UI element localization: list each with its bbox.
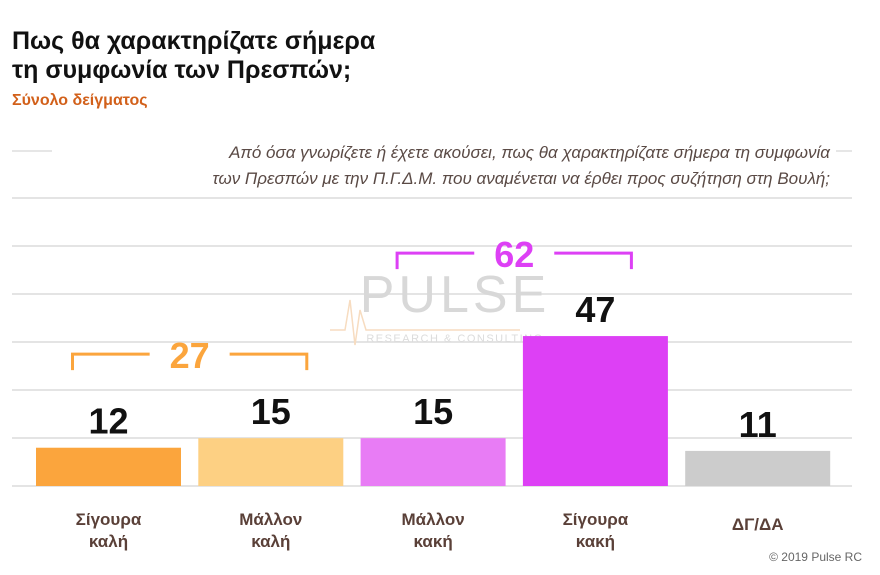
bar-3 [522, 336, 668, 486]
group-bracket-1 [395, 251, 633, 270]
category-label-4: ΔΓ/ΔΑ [732, 515, 784, 534]
divider [836, 150, 852, 152]
watermark-tagline: RESEARCH & CONSULTING [366, 333, 543, 345]
data-label-3: 47 [575, 289, 615, 330]
survey-question: Από όσα γνωρίζετε ή έχετε ακούσει, πως θ… [40, 140, 830, 192]
title-line-1: Πως θα χαρακτηρίζατε σήμερα [12, 27, 376, 55]
watermark-pulse-icon [330, 299, 520, 346]
category-label-1: καλή [251, 532, 290, 551]
category-label-2: Μάλλον [402, 510, 465, 529]
bar-4 [685, 450, 831, 486]
bar-2 [360, 438, 506, 486]
copyright: © 2019 Pulse RC [769, 550, 862, 564]
group-bracket-0 [71, 352, 309, 371]
group-total-1: 62 [494, 234, 534, 275]
category-label-3: Σίγουρα [563, 510, 629, 529]
bar-1 [198, 438, 344, 486]
category-label-1: Μάλλον [239, 510, 302, 529]
category-label-2: κακή [413, 532, 452, 551]
bar-0 [36, 447, 181, 486]
chart-title: Πως θα χαρακτηρίζατε σήμερα τη συμφωνία … [12, 27, 375, 85]
watermark-brand: PULSE [360, 266, 551, 324]
group-total-0: 27 [170, 335, 210, 376]
category-label-0: Σίγουρα [76, 510, 142, 529]
category-label-3: κακή [576, 532, 615, 551]
data-label-1: 15 [251, 391, 291, 432]
data-label-0: 12 [88, 401, 128, 442]
category-label-0: καλή [89, 532, 128, 551]
divider [12, 150, 52, 152]
data-label-4: 11 [739, 404, 777, 445]
title-line-2: τη συμφωνία των Πρεσπών; [12, 56, 352, 84]
question-line-2: των Πρεσπών με την Π.Γ.Δ.Μ. που αναμένετ… [212, 169, 830, 188]
chart-subtitle: Σύνολο δείγματος [12, 92, 148, 109]
question-line-1: Από όσα γνωρίζετε ή έχετε ακούσει, πως θ… [229, 143, 830, 162]
data-label-2: 15 [413, 391, 453, 432]
